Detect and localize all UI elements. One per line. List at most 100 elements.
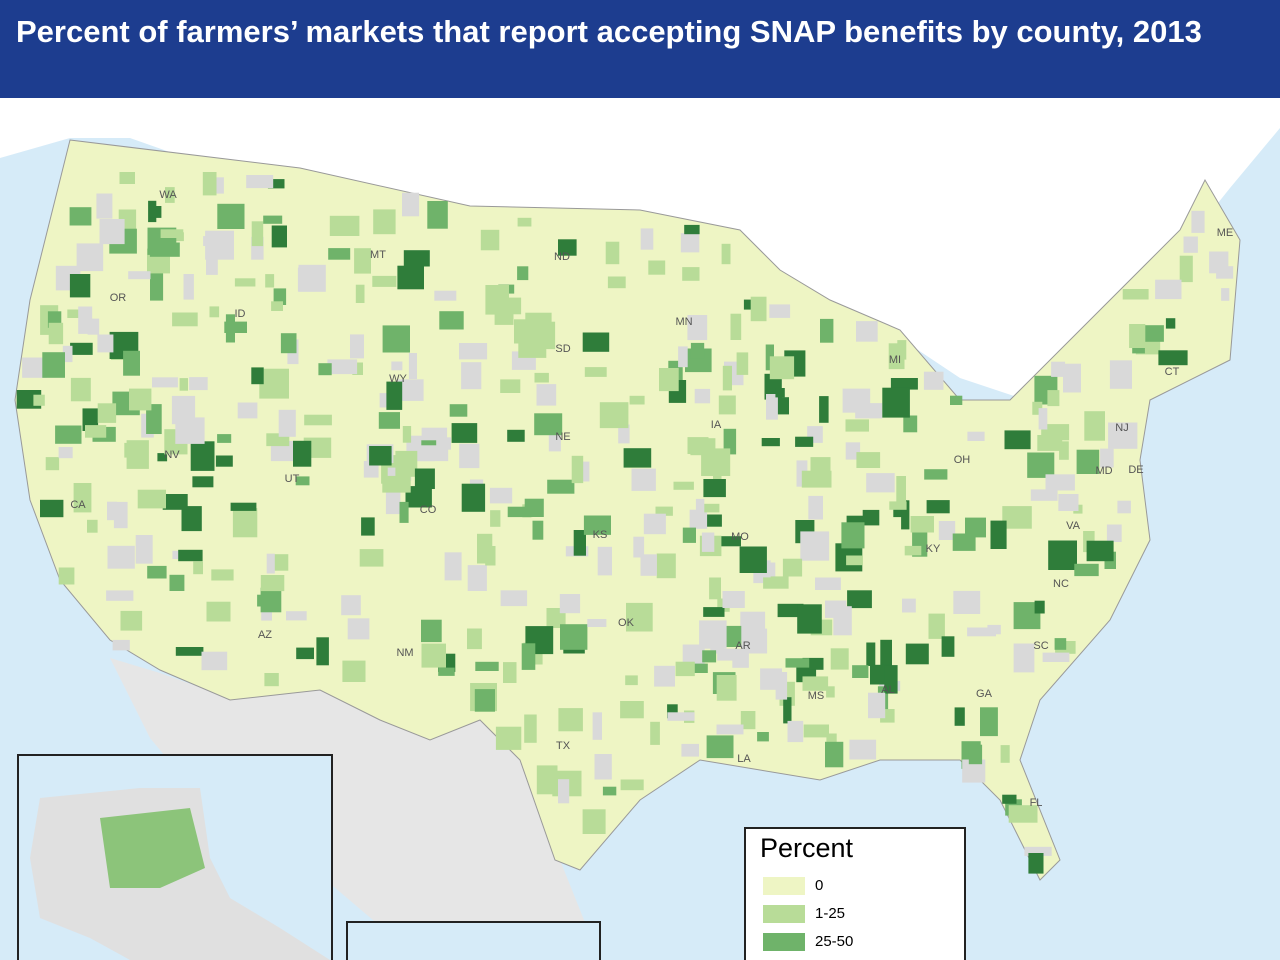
county-patch [800,531,830,561]
county-patch [420,445,449,462]
county-patch [684,224,700,235]
state-label: VA [1066,520,1081,532]
county-patch [953,590,981,614]
county-patch [251,221,264,247]
county-patch [1028,853,1044,874]
county-patch [536,384,557,406]
county-patch [1008,805,1038,823]
map: WA OR CA ID NV MT WY UT AZ NM CO ND SD NE KS OK TX MN IA MO… [0,98,1280,960]
county-patch [582,809,606,834]
county-patch [78,306,93,334]
county-patch [760,668,782,690]
county-patch [1027,452,1055,478]
county-patch [439,437,451,450]
county-patch [739,546,767,573]
state-label: NE [555,431,570,443]
county-patch [1013,643,1035,673]
county-patch [810,457,831,474]
county-patch [495,726,522,750]
county-patch [1183,236,1198,253]
county-patch [97,403,117,423]
county-patch [846,515,865,525]
county-patch [709,577,721,600]
county-patch [382,325,410,353]
county-patch [1051,361,1066,377]
county-patch [500,379,521,393]
hawaii-inset [346,921,601,960]
county-patch [819,396,829,423]
us-outline [14,139,1241,881]
state-label: AL [881,684,894,696]
county-patch [96,193,113,219]
county-patch [1191,210,1205,233]
county-patch [1048,540,1077,570]
county-patch [175,647,204,656]
state-label: CO [420,504,437,516]
county-patch [631,468,656,491]
county-patch [113,501,128,529]
county-patch [354,248,371,274]
county-patch [67,309,80,318]
county-patch [901,500,910,530]
county-patch [682,663,708,673]
title: Percent of farmers’ markets that report … [0,0,1280,98]
county-patch [620,779,644,791]
county-patch [681,743,699,757]
county-patch [534,413,563,436]
county-patch [22,357,47,378]
county-patch [402,426,412,443]
county-patch [206,601,231,622]
county-patch [234,278,256,287]
state-label: MS [808,690,825,702]
county-patch [378,412,400,429]
county-patch [296,647,314,660]
alaska-snap [100,808,205,888]
county-patch [560,624,588,650]
county-patch [421,643,446,668]
county-patch [882,387,910,418]
county-patch [405,486,432,508]
county-patch [690,438,716,456]
county-patch [1129,324,1146,348]
legend-label: 1-25 [815,905,845,922]
county-patch [494,302,514,325]
county-patch [950,395,963,405]
county-patch [534,372,549,383]
county-patch [150,206,162,218]
county-patch [761,438,780,447]
county-patch [558,708,583,732]
county-patch [880,639,892,667]
county-patch [704,514,722,527]
county-patch [703,479,726,498]
county-patch [507,429,525,442]
county-patch [265,274,275,288]
county-patch [924,469,948,480]
county-patch [884,665,898,694]
county-patch [181,506,202,532]
county-patch [910,516,934,533]
county-patch [1058,494,1079,511]
county-patch [267,179,285,189]
county-patch [680,233,700,253]
county-patch [980,707,998,737]
county-patch [434,290,457,301]
county-patch [107,545,135,569]
county-patch [1002,506,1032,529]
county-patch [1158,350,1188,366]
county-patch [85,425,107,438]
county-patch [1084,411,1105,441]
county-patch [618,424,630,444]
county-patch [87,519,98,533]
county-patch [868,692,886,719]
county-patch [571,455,584,484]
county-patch [558,239,577,256]
county-patch [1221,288,1230,301]
county-patch [474,689,495,712]
state-label: ID [235,308,246,320]
county-patch [723,625,742,647]
county-patch [318,363,332,376]
county-patch [160,229,184,238]
county-patch [55,425,82,444]
county-patch [397,379,424,401]
county-patch [70,377,91,402]
